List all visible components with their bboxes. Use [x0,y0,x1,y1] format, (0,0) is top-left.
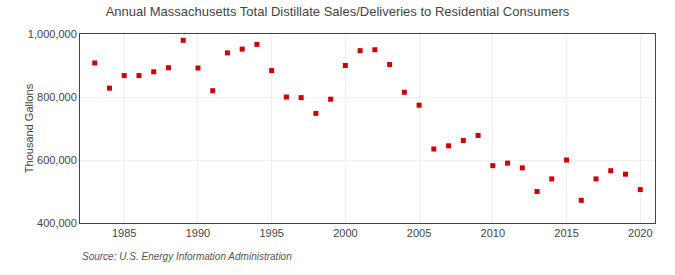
svg-text:Source: U.S. Energy Informatio: Source: U.S. Energy Information Administ… [82,251,292,262]
svg-text:800,000: 800,000 [37,91,77,103]
svg-text:600,000: 600,000 [37,154,77,166]
svg-text:2005: 2005 [407,227,431,239]
svg-text:1,000,000: 1,000,000 [28,28,77,40]
svg-text:2015: 2015 [554,227,578,239]
svg-text:400,000: 400,000 [37,217,77,229]
svg-text:2000: 2000 [333,227,357,239]
svg-text:Annual Massachusetts Total Dis: Annual Massachusetts Total Distillate Sa… [106,4,570,19]
svg-text:1995: 1995 [259,227,283,239]
svg-text:1985: 1985 [112,227,136,239]
svg-text:Thousand Gallons: Thousand Gallons [23,83,35,173]
svg-text:2020: 2020 [628,227,652,239]
svg-text:1990: 1990 [186,227,210,239]
svg-text:2010: 2010 [481,227,505,239]
